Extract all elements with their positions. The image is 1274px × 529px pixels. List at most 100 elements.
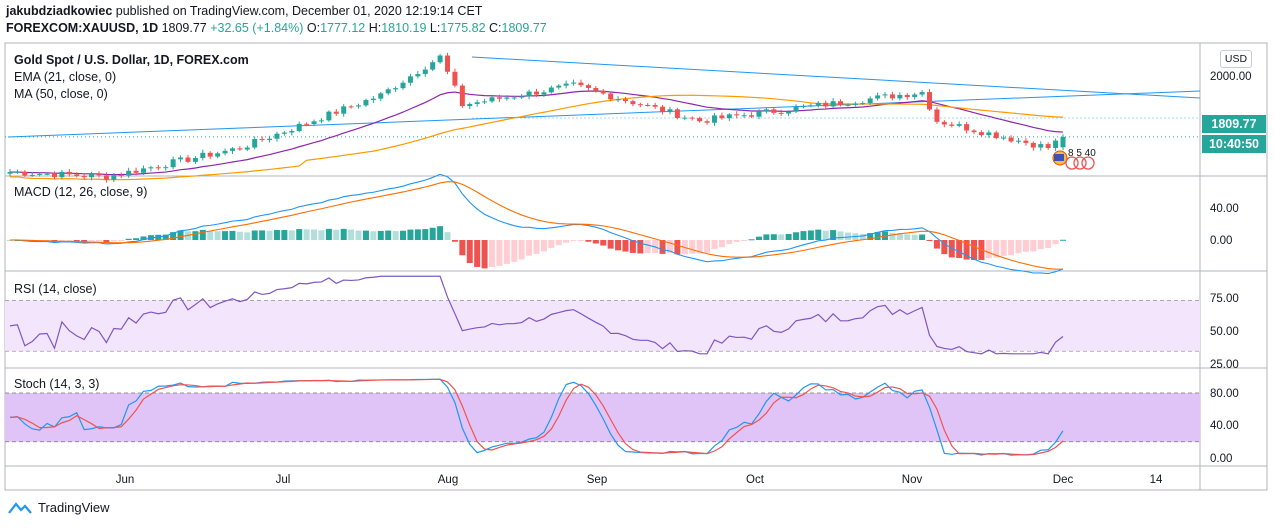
candle-115 — [860, 101, 866, 106]
macd-legend[interactable]: MACD (12, 26, close, 9) — [14, 185, 148, 199]
candle-body — [771, 109, 777, 113]
candle-20 — [155, 164, 161, 171]
candle-97 — [726, 113, 732, 122]
price-pane-title[interactable]: Gold Spot / U.S. Dollar, 1D, FOREX.com — [14, 53, 249, 67]
macd-hist-bar-26 — [199, 229, 206, 240]
candle-92 — [689, 116, 695, 121]
macd-hist-bar-47 — [355, 230, 362, 240]
macd-hist-bar-0 — [7, 240, 13, 241]
candle-77 — [578, 79, 584, 88]
macd-hist-bar-63 — [474, 240, 481, 267]
candle-body — [689, 117, 695, 119]
candle-35 — [267, 135, 273, 143]
candle-26 — [200, 149, 206, 161]
candle-body — [519, 96, 525, 98]
candle-body — [155, 167, 161, 169]
candle-body — [637, 104, 643, 106]
candle-body — [667, 109, 673, 113]
candle-body — [541, 92, 547, 95]
candle-120 — [897, 92, 903, 101]
candle-body — [749, 115, 755, 117]
currency-button[interactable]: USD — [1220, 50, 1252, 68]
macd-hist-bar-37 — [281, 230, 288, 240]
candle-15 — [118, 172, 124, 179]
candle-body — [875, 95, 881, 99]
candle-5 — [44, 171, 50, 176]
macd-hist-bar-35 — [266, 230, 273, 240]
macd-hist-bar-46 — [348, 229, 355, 240]
candle-16 — [126, 167, 132, 178]
event-marker[interactable]: 8 5 40 — [1052, 148, 1096, 170]
tradingview-brand[interactable]: TradingView — [8, 500, 110, 515]
rsi-pane[interactable] — [5, 275, 1200, 355]
macd-hist-bar-96 — [718, 240, 725, 248]
candle-14 — [111, 173, 117, 183]
candle-body — [793, 106, 799, 112]
candle-45 — [341, 104, 347, 117]
macd-hist-bar-32 — [244, 232, 251, 240]
rsi-legend[interactable]: RSI (14, close) — [14, 282, 97, 296]
ohlc-line: FOREXCOM:XAUUSD, 1D 1809.77 +32.65 (+1.8… — [6, 21, 547, 35]
candle-body — [904, 94, 910, 98]
candle-96 — [719, 112, 725, 120]
macd-hist-bar-64 — [481, 240, 488, 269]
ma-legend[interactable]: MA (50, close, 0) — [14, 87, 108, 101]
open-value: 1777.12 — [320, 21, 366, 35]
candle-body — [274, 133, 280, 139]
candle-28 — [215, 151, 221, 159]
candle-body — [800, 105, 806, 107]
macd-hist-bar-74 — [555, 240, 562, 246]
macd-hist-bar-109 — [815, 229, 822, 240]
candle-37 — [281, 130, 287, 136]
candle-body — [496, 97, 502, 99]
price-pane[interactable] — [5, 52, 1201, 183]
macd-hist-bar-98 — [733, 240, 740, 242]
candle-56 — [422, 66, 428, 77]
macd-hist-bar-34 — [259, 230, 266, 240]
candle-55 — [415, 70, 421, 79]
stoch-legend[interactable]: Stoch (14, 3, 3) — [14, 377, 100, 391]
candle-body — [504, 97, 510, 99]
candle-66 — [496, 94, 502, 102]
candle-body — [259, 139, 265, 141]
candle-body — [474, 102, 480, 104]
candle-body — [912, 94, 918, 98]
macd-pane[interactable] — [7, 173, 1066, 275]
candle-body — [934, 109, 940, 122]
macd-hist-bar-78 — [585, 240, 592, 242]
candle-43 — [326, 110, 332, 122]
candle-81 — [608, 91, 614, 102]
macd-hist-bar-36 — [273, 230, 280, 240]
low-value: 1775.82 — [440, 21, 486, 35]
macd-line — [9, 173, 1064, 275]
publish-line: jakubdziadkowiec published on TradingVie… — [6, 4, 482, 18]
candle-body — [852, 103, 858, 105]
macd-hist-bar-11 — [88, 240, 95, 242]
stoch-pane[interactable] — [5, 378, 1200, 456]
candle-body — [734, 114, 740, 116]
candle-body — [526, 91, 532, 97]
macd-tick-0: 0.00 — [1210, 235, 1232, 247]
candle-60 — [452, 68, 458, 88]
candle-body — [370, 98, 376, 101]
macd-hist-bar-75 — [563, 240, 570, 243]
macd-hist-bar-82 — [615, 240, 622, 251]
macd-hist-bar-142 — [1060, 239, 1066, 241]
candle-91 — [682, 115, 688, 121]
macd-hist-bar-121 — [904, 234, 911, 240]
candle-88 — [660, 105, 666, 115]
candle-body — [178, 157, 184, 160]
candle-80 — [600, 89, 606, 95]
ema-legend[interactable]: EMA (21, close, 0) — [14, 70, 117, 84]
candle-body — [867, 98, 873, 104]
candle-40 — [304, 122, 310, 127]
candle-body — [882, 94, 888, 96]
macd-hist-bar-83 — [622, 240, 629, 252]
macd-hist-bar-90 — [674, 240, 681, 255]
macd-hist-bar-119 — [889, 232, 896, 240]
macd-hist-bar-71 — [533, 240, 540, 254]
publisher-name[interactable]: jakubdziadkowiec — [6, 4, 113, 18]
candle-103 — [771, 107, 777, 115]
candle-body — [378, 93, 384, 99]
